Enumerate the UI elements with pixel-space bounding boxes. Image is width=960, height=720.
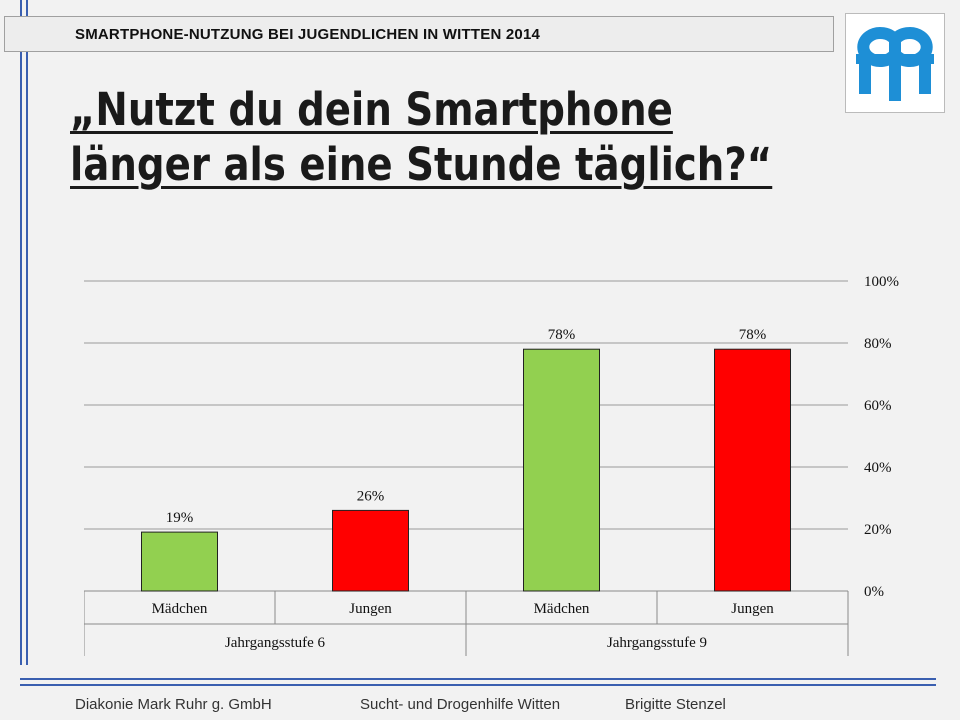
y-tick-label: 80%	[864, 336, 892, 352]
category-label: Mädchen	[534, 601, 590, 617]
bottom-rule-b	[20, 684, 936, 686]
bottom-rule-a	[20, 678, 936, 680]
bar	[714, 348, 791, 592]
slide-title-line-1: „Nutzt du dein Smartphone	[70, 83, 673, 136]
group-label: Jahrgangsstufe 9	[607, 635, 707, 651]
data-label: 78%	[739, 327, 767, 343]
footer-author: Brigitte Stenzel	[625, 696, 726, 713]
data-label: 26%	[357, 488, 385, 504]
logo-graphic	[856, 27, 934, 101]
group-label: Jahrgangsstufe 6	[225, 635, 326, 651]
slide-title-line-2: länger als eine Stunde täglich?“	[70, 138, 773, 191]
bar	[523, 348, 600, 592]
data-label: 78%	[548, 327, 576, 343]
header-bar: SMARTPHONE-NUTZUNG BEI JUGENDLICHEN IN W…	[4, 16, 834, 52]
bar-chart: 0% 20% 40% 60% 80% 100% 19% Mädchen 26% Jungen 78%…	[84, 274, 899, 656]
data-label: 19%	[166, 510, 194, 526]
slide-title: „Nutzt du dein Smartphone länger als ein…	[70, 82, 772, 192]
footer-dept: Sucht- und Drogenhilfe Witten	[360, 696, 561, 713]
bar	[141, 531, 218, 592]
left-rule-inner	[26, 0, 28, 665]
diakonie-logo-icon	[845, 13, 945, 113]
category-label: Jungen	[731, 601, 774, 617]
bar	[332, 509, 409, 592]
left-rule-outer	[20, 0, 22, 665]
category-label: Jungen	[349, 601, 392, 617]
y-tick-label: 40%	[864, 460, 892, 476]
header-title: SMARTPHONE-NUTZUNG BEI JUGENDLICHEN IN W…	[75, 26, 541, 43]
y-tick-label: 60%	[864, 398, 892, 414]
footer-org: Diakonie Mark Ruhr g. GmbH	[75, 696, 272, 713]
category-label: Mädchen	[152, 601, 208, 617]
y-tick-label: 0%	[864, 584, 884, 600]
y-tick-label: 100%	[864, 274, 899, 290]
y-tick-label: 20%	[864, 522, 892, 538]
